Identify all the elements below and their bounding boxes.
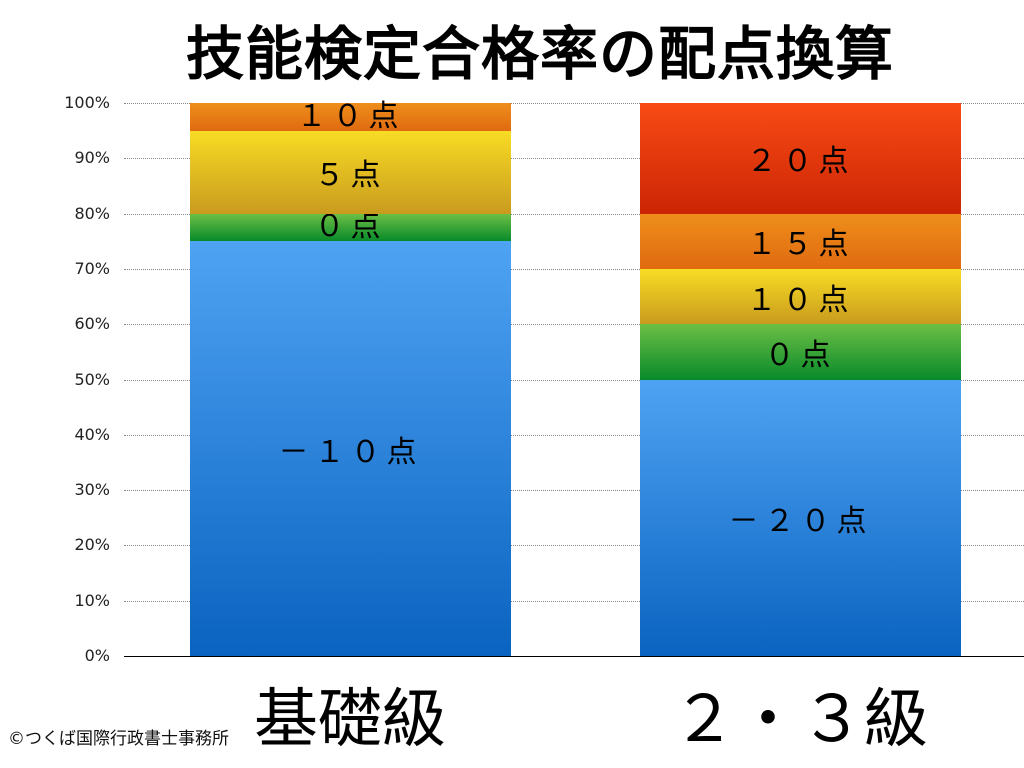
- gridline: [124, 213, 1024, 215]
- y-tick-label: 10%: [74, 590, 110, 610]
- gridline: [124, 434, 1024, 436]
- bar-segment: １０点: [190, 99, 511, 134]
- segment-label: －２０点: [728, 503, 873, 539]
- bar-segment: ２０点: [640, 103, 961, 214]
- x-label-kisokyu: 基礎級: [254, 683, 446, 757]
- segment-label: １５点: [746, 227, 855, 263]
- stacked-bar: －１０点 ０点 ５点 １０点: [190, 99, 511, 656]
- gridline: [124, 490, 1024, 492]
- segment-label: ２０点: [746, 144, 855, 180]
- segment-label: －１０点: [278, 434, 423, 470]
- y-tick-label: 60%: [74, 314, 110, 334]
- bar-segment: １０点: [640, 268, 961, 325]
- y-tick-label: 90%: [74, 148, 110, 168]
- bar-segment: ０点: [640, 324, 961, 380]
- y-tick-label: 0%: [84, 646, 110, 665]
- segment-label: ５点: [314, 158, 387, 194]
- x-label-2-3-kyu: ２・３級: [672, 683, 928, 757]
- bar-segment: －１０点: [190, 241, 511, 656]
- segment-label: １０点: [296, 98, 405, 134]
- y-tick-label: 40%: [74, 424, 110, 444]
- x-axis-line: [124, 656, 1024, 657]
- y-tick-label: 100%: [64, 93, 110, 112]
- y-tick-label: 20%: [74, 535, 110, 555]
- chart-title: 技能検定合格率の配点換算: [185, 20, 894, 88]
- gridline: [124, 268, 1024, 270]
- gridline: [124, 158, 1024, 160]
- bar-segment: １５点: [640, 213, 961, 269]
- segment-label: ０点: [764, 337, 837, 373]
- gridline: [124, 545, 1024, 547]
- y-tick-label: 30%: [74, 480, 110, 500]
- bar-segment: ５点: [190, 130, 511, 214]
- y-tick-label: 50%: [74, 369, 110, 389]
- gridline: [124, 103, 1024, 104]
- bar-segment: ０点: [190, 209, 511, 244]
- plot-area: 0% 10% 20% 30% 40% 50% 60% 70% 80% 90% 100% －１０点 ０点 ５…: [64, 94, 1024, 665]
- y-tick-label: 80%: [74, 203, 110, 223]
- copyright-credit: ©つくば国際行政書士事務所: [8, 729, 229, 749]
- stacked-bar: －２０点 ０点 １０点 １５点 ２０点: [640, 103, 961, 656]
- segment-label: ０点: [314, 209, 387, 245]
- segment-label: １０点: [746, 282, 855, 318]
- gridline: [124, 324, 1024, 326]
- bar-segment: －２０点: [640, 379, 961, 656]
- y-tick-label: 70%: [74, 258, 110, 278]
- gridline: [124, 600, 1024, 602]
- gridline: [124, 379, 1024, 381]
